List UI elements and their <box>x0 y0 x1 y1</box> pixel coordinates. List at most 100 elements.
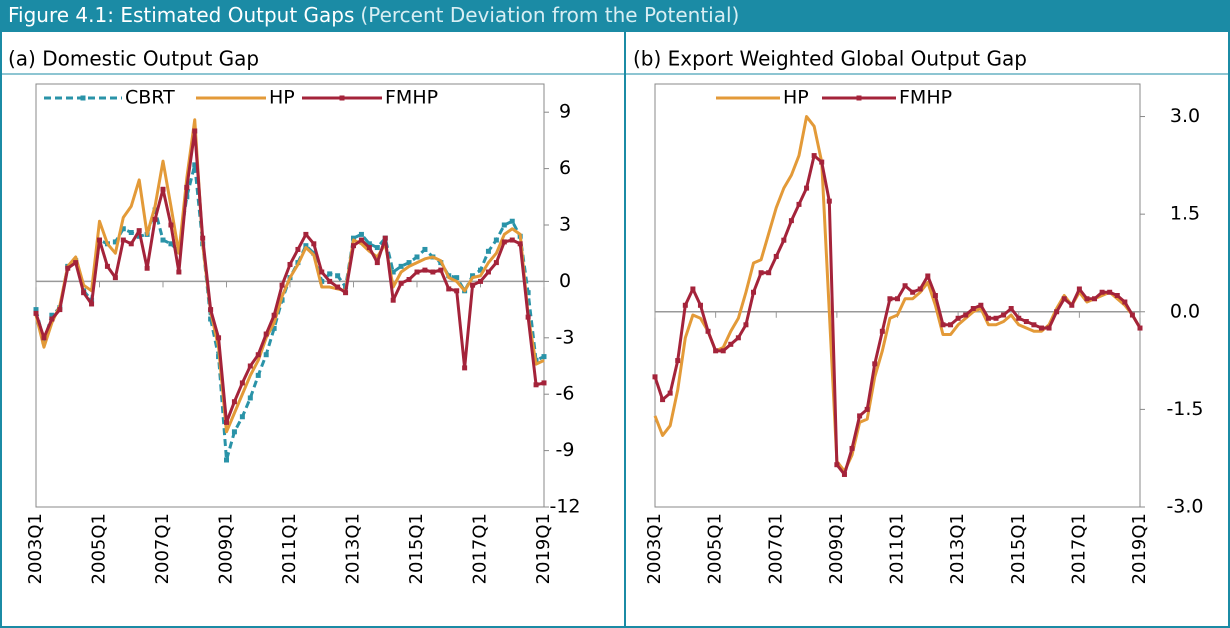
point-marker <box>89 301 95 307</box>
point-marker <box>120 226 126 232</box>
point-marker <box>327 271 333 277</box>
point-marker <box>398 263 404 269</box>
point-marker <box>49 312 55 318</box>
x-tick-label: 2003Q1 <box>25 513 46 584</box>
point-marker <box>1137 325 1143 331</box>
point-marker <box>382 235 388 241</box>
series-line <box>653 115 1142 473</box>
point-marker <box>351 235 356 241</box>
point-marker <box>414 269 420 275</box>
point-marker <box>525 314 531 320</box>
point-marker <box>208 316 214 322</box>
point-marker <box>660 397 666 403</box>
point-marker <box>462 365 468 371</box>
x-tick-label: 2009Q1 <box>216 513 237 584</box>
point-marker <box>327 278 333 284</box>
point-marker <box>168 241 174 247</box>
point-marker <box>895 296 900 302</box>
figure-title: Figure 4.1: Estimated Output Gaps <box>8 3 354 27</box>
point-marker <box>430 269 436 275</box>
point-marker <box>335 284 341 290</box>
point-marker <box>303 231 309 237</box>
point-marker <box>1031 322 1037 328</box>
y-tick-label: 0 <box>559 270 571 292</box>
point-marker <box>1122 299 1128 305</box>
point-marker <box>422 246 428 252</box>
x-tick-label: 2005Q1 <box>705 513 726 584</box>
point-marker <box>1076 286 1082 292</box>
point-marker <box>1129 312 1135 318</box>
y-tick-label: -3 <box>556 326 575 348</box>
series-line <box>34 163 545 462</box>
series-line <box>34 118 545 434</box>
point-marker <box>751 289 757 295</box>
y-tick-label: -3.0 <box>1166 496 1203 518</box>
point-marker <box>335 273 341 279</box>
point-marker <box>713 348 719 354</box>
plot-area <box>654 83 1141 508</box>
legend-label: HP <box>783 87 809 109</box>
point-marker <box>682 302 688 308</box>
x-tick-label: 2009Q1 <box>826 513 847 584</box>
point-marker <box>231 399 237 405</box>
point-marker <box>398 280 404 286</box>
point-marker <box>509 218 515 224</box>
legend-label: HP <box>269 87 295 109</box>
point-marker <box>200 235 206 241</box>
point-marker <box>1038 325 1044 331</box>
point-marker <box>454 288 460 294</box>
point-marker <box>811 153 817 159</box>
y-tick-label: -6 <box>556 383 575 405</box>
x-tick-label: 2005Q1 <box>89 513 110 584</box>
point-marker <box>255 372 261 378</box>
x-tick-label: 2007Q1 <box>152 513 173 584</box>
y-tick-label: 3 <box>559 214 571 236</box>
point-marker <box>1061 296 1067 302</box>
point-marker <box>910 289 916 295</box>
point-marker <box>374 260 380 266</box>
point-marker <box>493 260 499 266</box>
point-marker <box>925 273 931 279</box>
point-marker <box>128 241 134 247</box>
x-tick-label: 2007Q1 <box>765 513 786 584</box>
point-marker <box>735 335 741 341</box>
x-tick-label: 2017Q1 <box>470 513 491 584</box>
point-marker <box>872 361 878 367</box>
point-marker <box>955 315 961 321</box>
point-marker <box>358 237 364 243</box>
point-marker <box>446 286 452 292</box>
point-marker <box>485 269 491 275</box>
point-marker <box>1107 289 1113 295</box>
point-marker <box>902 283 908 289</box>
point-marker <box>826 198 832 204</box>
point-marker <box>224 419 229 425</box>
point-marker <box>112 239 118 245</box>
point-marker <box>501 222 507 228</box>
point-marker <box>374 245 380 251</box>
point-marker <box>414 254 420 260</box>
x-tick-label: 2019Q1 <box>533 513 554 584</box>
point-marker <box>192 162 198 168</box>
point-marker <box>112 275 118 281</box>
point-marker <box>351 243 356 249</box>
point-marker <box>454 275 460 281</box>
point-marker <box>192 128 198 134</box>
x-tick-label: 2013Q1 <box>343 513 364 584</box>
point-marker <box>1092 296 1098 302</box>
point-marker <box>705 328 711 334</box>
legend-marker <box>856 95 862 101</box>
point-marker <box>720 348 726 354</box>
point-marker <box>857 413 863 419</box>
point-marker <box>948 322 954 328</box>
point-marker <box>168 222 174 228</box>
point-marker <box>940 322 946 328</box>
point-marker <box>279 282 285 288</box>
frame <box>0 30 1230 628</box>
point-marker <box>834 462 840 468</box>
point-marker <box>493 237 499 243</box>
point-marker <box>136 228 142 234</box>
point-marker <box>73 260 79 266</box>
figure-subtitle: (Percent Deviation from the Potential) <box>360 3 739 27</box>
x-tick-label: 2011Q1 <box>279 513 300 584</box>
legend-label: FMHP <box>899 87 952 109</box>
